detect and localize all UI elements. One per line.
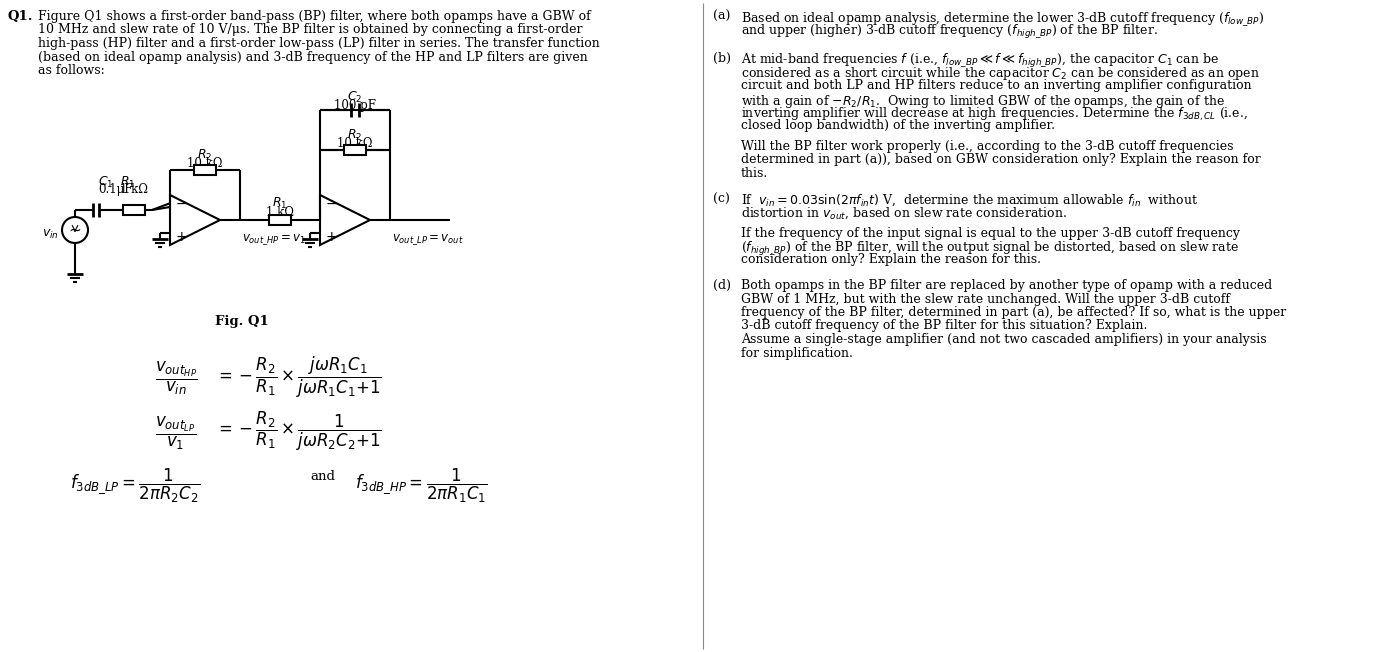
Bar <box>123 205 145 215</box>
Text: If  $v_{in} = 0.03\sin(2\pi f_{in}t)$ V,  determine the maximum allowable $f_{in: If $v_{in} = 0.03\sin(2\pi f_{in}t)$ V, … <box>741 192 1198 208</box>
Text: ($f_{high\_BP}$) of the BP filter, will the output signal be distorted, based on: ($f_{high\_BP}$) of the BP filter, will … <box>741 240 1239 258</box>
Text: 3-dB cutoff frequency of the BP filter for this situation? Explain.: 3-dB cutoff frequency of the BP filter f… <box>741 319 1148 333</box>
Text: $C_2$: $C_2$ <box>347 90 362 105</box>
Text: frequency of the BP filter, determined in part (a), be affected? If so, what is : frequency of the BP filter, determined i… <box>741 306 1286 319</box>
Text: closed loop bandwidth) of the inverting amplifier.: closed loop bandwidth) of the inverting … <box>741 119 1055 132</box>
Text: $f_{3dB\_LP} = \dfrac{1}{2\pi R_2 C_2}$: $f_{3dB\_LP} = \dfrac{1}{2\pi R_2 C_2}$ <box>70 467 200 505</box>
Text: Both opamps in the BP filter are replaced by another type of opamp with a reduce: Both opamps in the BP filter are replace… <box>741 279 1272 292</box>
Text: $f_{3dB\_HP} = \dfrac{1}{2\pi R_1 C_1}$: $f_{3dB\_HP} = \dfrac{1}{2\pi R_1 C_1}$ <box>355 467 488 505</box>
Text: (a): (a) <box>713 10 730 23</box>
Text: this.: this. <box>741 167 769 180</box>
Text: consideration only? Explain the reason for this.: consideration only? Explain the reason f… <box>741 254 1042 267</box>
Text: Fig. Q1: Fig. Q1 <box>215 315 268 328</box>
Text: Assume a single-stage amplifier (and not two cascaded amplifiers) in your analys: Assume a single-stage amplifier (and not… <box>741 333 1267 346</box>
Text: 1 kΩ: 1 kΩ <box>120 183 148 196</box>
Text: determined in part (a)), based on GBW consideration only? Explain the reason for: determined in part (a)), based on GBW co… <box>741 153 1261 166</box>
Text: $R_2$: $R_2$ <box>197 148 212 163</box>
Text: 0.1μF: 0.1μF <box>98 183 133 196</box>
Bar <box>194 165 217 175</box>
Text: (c): (c) <box>713 192 730 205</box>
Text: considered as a short circuit while the capacitor $C_2$ can be considered as an : considered as a short circuit while the … <box>741 65 1260 83</box>
Text: $C_1$: $C_1$ <box>98 175 113 190</box>
Text: If the frequency of the input signal is equal to the upper 3-dB cutoff frequency: If the frequency of the input signal is … <box>741 226 1240 239</box>
Text: 100 pF: 100 pF <box>334 99 376 112</box>
Text: $R_2$: $R_2$ <box>347 128 362 143</box>
Text: with a gain of $-R_2/R_1$.  Owing to limited GBW of the opamps, the gain of the: with a gain of $-R_2/R_1$. Owing to limi… <box>741 93 1225 110</box>
Text: (d): (d) <box>713 279 731 292</box>
Text: $= -\dfrac{R_2}{R_1} \times \dfrac{1}{j\omega R_2 C_2{+}1}$: $= -\dfrac{R_2}{R_1} \times \dfrac{1}{j\… <box>215 410 382 453</box>
Text: $v_{out\_HP} = v_1$: $v_{out\_HP} = v_1$ <box>242 232 306 246</box>
Text: 10 MHz and slew rate of 10 V/μs. The BP filter is obtained by connecting a first: 10 MHz and slew rate of 10 V/μs. The BP … <box>38 23 583 37</box>
Text: $-$: $-$ <box>324 196 337 210</box>
Text: as follows:: as follows: <box>38 64 105 77</box>
Text: for simplification.: for simplification. <box>741 346 853 359</box>
Text: $R_1$: $R_1$ <box>120 175 136 190</box>
Text: and upper (higher) 3-dB cutoff frequency ($f_{high\_BP}$) of the BP filter.: and upper (higher) 3-dB cutoff frequency… <box>741 23 1158 42</box>
Text: At mid-band frequencies $f$ (i.e., $f_{low\_BP} \ll f \ll f_{high\_BP}$), the ca: At mid-band frequencies $f$ (i.e., $f_{l… <box>741 52 1219 70</box>
Text: $= -\dfrac{R_2}{R_1} \times \dfrac{j\omega R_1 C_1}{j\omega R_1 C_1{+}1}$: $= -\dfrac{R_2}{R_1} \times \dfrac{j\ome… <box>215 355 382 400</box>
Text: Figure Q1 shows a first-order band-pass (BP) filter, where both opamps have a GB: Figure Q1 shows a first-order band-pass … <box>38 10 591 23</box>
Text: $v_{in}$: $v_{in}$ <box>42 228 59 241</box>
Text: ~: ~ <box>69 222 81 237</box>
Text: $\dfrac{v_{out_{HP}}}{v_{in}}$: $\dfrac{v_{out_{HP}}}{v_{in}}$ <box>155 360 197 397</box>
Bar <box>344 145 366 155</box>
Text: distortion in $v_{out}$, based on slew rate consideration.: distortion in $v_{out}$, based on slew r… <box>741 206 1067 222</box>
Text: Based on ideal opamp analysis, determine the lower 3-dB cutoff frequency ($f_{lo: Based on ideal opamp analysis, determine… <box>741 10 1264 28</box>
Text: high-pass (HP) filter and a first-order low-pass (LP) filter in series. The tran: high-pass (HP) filter and a first-order … <box>38 37 600 50</box>
Text: $v_{out\_LP} = v_{out}$: $v_{out\_LP} = v_{out}$ <box>391 232 464 246</box>
Text: circuit and both LP and HP filters reduce to an inverting amplifier configuratio: circuit and both LP and HP filters reduc… <box>741 79 1251 92</box>
Text: Will the BP filter work properly (i.e., according to the 3-dB cutoff frequencies: Will the BP filter work properly (i.e., … <box>741 140 1233 153</box>
Text: 10 kΩ: 10 kΩ <box>337 137 373 150</box>
Bar <box>268 215 291 225</box>
Text: GBW of 1 MHz, but with the slew rate unchanged. Will the upper 3-dB cutoff: GBW of 1 MHz, but with the slew rate unc… <box>741 293 1230 306</box>
Text: $\dfrac{v_{out_{LP}}}{v_1}$: $\dfrac{v_{out_{LP}}}{v_1}$ <box>155 415 196 452</box>
Text: $+$: $+$ <box>324 230 337 244</box>
Text: $R_1$: $R_1$ <box>273 196 288 211</box>
Text: Q1.: Q1. <box>8 10 34 23</box>
Text: $+$: $+$ <box>175 230 187 244</box>
Text: 1 kΩ: 1 kΩ <box>266 206 294 219</box>
Text: 10 kΩ: 10 kΩ <box>187 157 222 170</box>
Text: $-$: $-$ <box>175 196 187 210</box>
Text: (based on ideal opamp analysis) and 3-dB frequency of the HP and LP filters are : (based on ideal opamp analysis) and 3-dB… <box>38 50 587 63</box>
Text: and: and <box>310 470 336 483</box>
Text: inverting amplifier will decrease at high frequencies. Determine the $f_{3dB,CL}: inverting amplifier will decrease at hig… <box>741 106 1248 123</box>
Text: (b): (b) <box>713 52 731 65</box>
